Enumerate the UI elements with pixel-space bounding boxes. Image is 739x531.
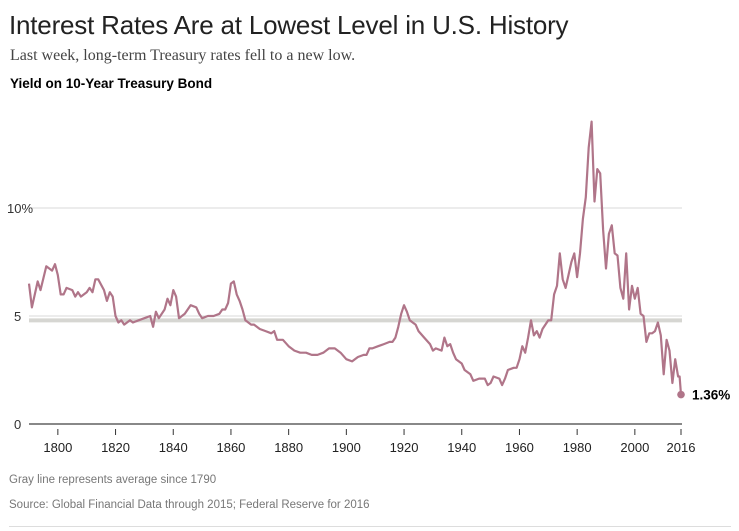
y-tick-label: 10% — [7, 201, 33, 216]
average-note: Gray line represents average since 1790 — [9, 474, 217, 486]
source-note: Source: Global Financial Data through 20… — [9, 499, 370, 511]
end-point — [677, 390, 685, 399]
x-tick-label: 1940 — [447, 440, 476, 455]
y-axis: 0 5 10% — [7, 201, 33, 432]
gridlines — [29, 207, 682, 317]
chart-title: Interest Rates Are at Lowest Level in U.… — [9, 10, 569, 40]
x-tick-label: 1900 — [332, 440, 361, 455]
y-tick-label: 0 — [14, 417, 21, 432]
x-tick-label: 2000 — [620, 440, 649, 455]
end-marker-group: 1.36% — [677, 388, 730, 403]
y-tick-label: 5 — [14, 309, 21, 324]
x-tick-label: 1880 — [274, 440, 303, 455]
x-tick-label: 1920 — [390, 440, 419, 455]
series-line — [27, 120, 683, 395]
x-tick-label: 1840 — [159, 440, 188, 455]
x-tick-label: 1820 — [101, 440, 130, 455]
footer-divider — [9, 526, 731, 527]
x-tick-label: 2016 — [667, 440, 696, 455]
end-value-label: 1.36% — [692, 388, 730, 403]
line-chart: 1800 1820 1840 1860 1880 1900 1920 1940 1960 1980… — [7, 120, 730, 455]
x-tick-label: 1980 — [563, 440, 592, 455]
series-group — [27, 120, 683, 395]
x-tick-label: 1800 — [43, 440, 72, 455]
x-tick-label: 1960 — [505, 440, 534, 455]
x-tick-label: 1860 — [216, 440, 245, 455]
x-axis: 1800 1820 1840 1860 1880 1900 1920 1940 1960 1980… — [29, 423, 696, 455]
chart-subtitle: Last week, long-term Treasury rates fell… — [10, 47, 356, 64]
chart-label: Yield on 10-Year Treasury Bond — [10, 76, 213, 91]
